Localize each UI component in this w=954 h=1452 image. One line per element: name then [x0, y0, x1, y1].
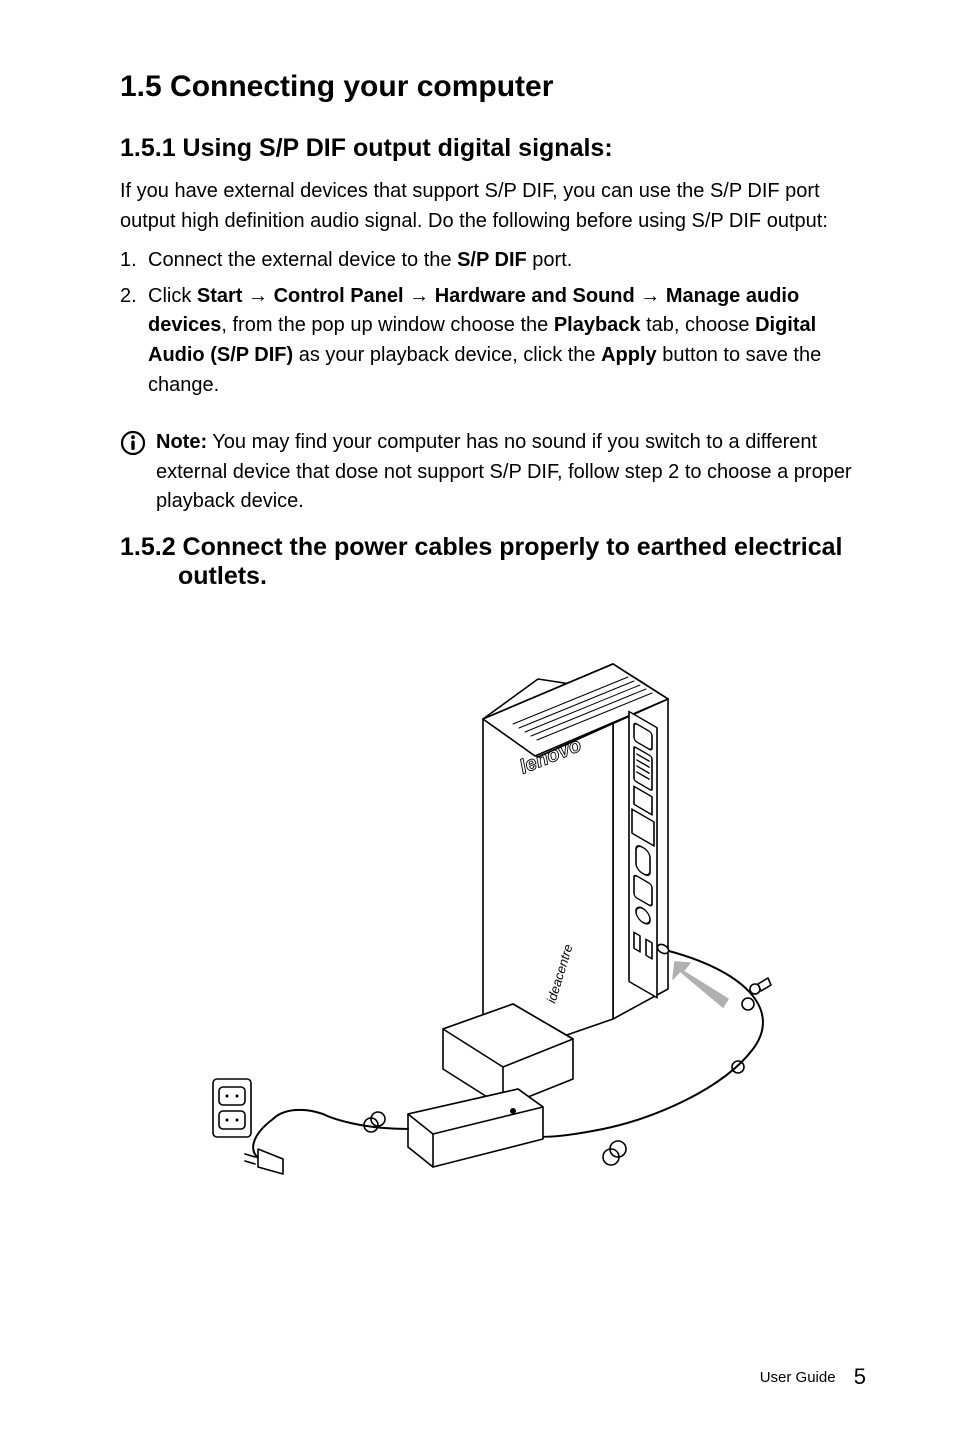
- list-item: 2. Click Start → Control Panel → Hardwar…: [120, 282, 866, 400]
- note-label: Note:: [156, 431, 207, 453]
- list-number: 2.: [120, 282, 137, 312]
- note-block: Note: You may find your computer has no …: [120, 428, 866, 517]
- text-run: port.: [527, 249, 573, 271]
- text-run: tab, choose: [641, 314, 756, 336]
- page-number: 5: [854, 1364, 866, 1389]
- list-number: 1.: [120, 246, 137, 276]
- text-run: Click: [148, 285, 197, 307]
- section-heading: 1.5 Connecting your computer: [120, 70, 866, 104]
- subsection-heading-2: 1.5.2 Connect the power cables properly …: [120, 533, 866, 591]
- subsection-heading-1: 1.5.1 Using S/P DIF output digital signa…: [120, 134, 866, 163]
- heading-line-2: outlets.: [120, 562, 267, 590]
- page-footer: User Guide 5: [760, 1364, 866, 1390]
- footer-label: User Guide: [760, 1369, 836, 1386]
- intro-paragraph: If you have external devices that suppor…: [120, 177, 866, 236]
- text-run: , from the pop up window choose the: [221, 314, 553, 336]
- text-run: Connect the external device to the: [148, 249, 457, 271]
- bold-text: S/P DIF: [457, 249, 527, 271]
- text-run: as your playback device, click the: [293, 344, 601, 366]
- list-item: 1. Connect the external device to the S/…: [120, 246, 866, 276]
- power-connection-diagram: lenovo ideacentre: [183, 609, 803, 1209]
- steps-list: 1. Connect the external device to the S/…: [120, 246, 866, 400]
- heading-line-1: 1.5.2 Connect the power cables properly …: [120, 533, 842, 561]
- info-icon: [120, 430, 146, 461]
- bold-text: Playback: [554, 314, 641, 336]
- bold-text: Apply: [601, 344, 657, 366]
- note-body: You may find your computer has no sound …: [156, 431, 852, 512]
- note-text: Note: You may find your computer has no …: [156, 428, 866, 517]
